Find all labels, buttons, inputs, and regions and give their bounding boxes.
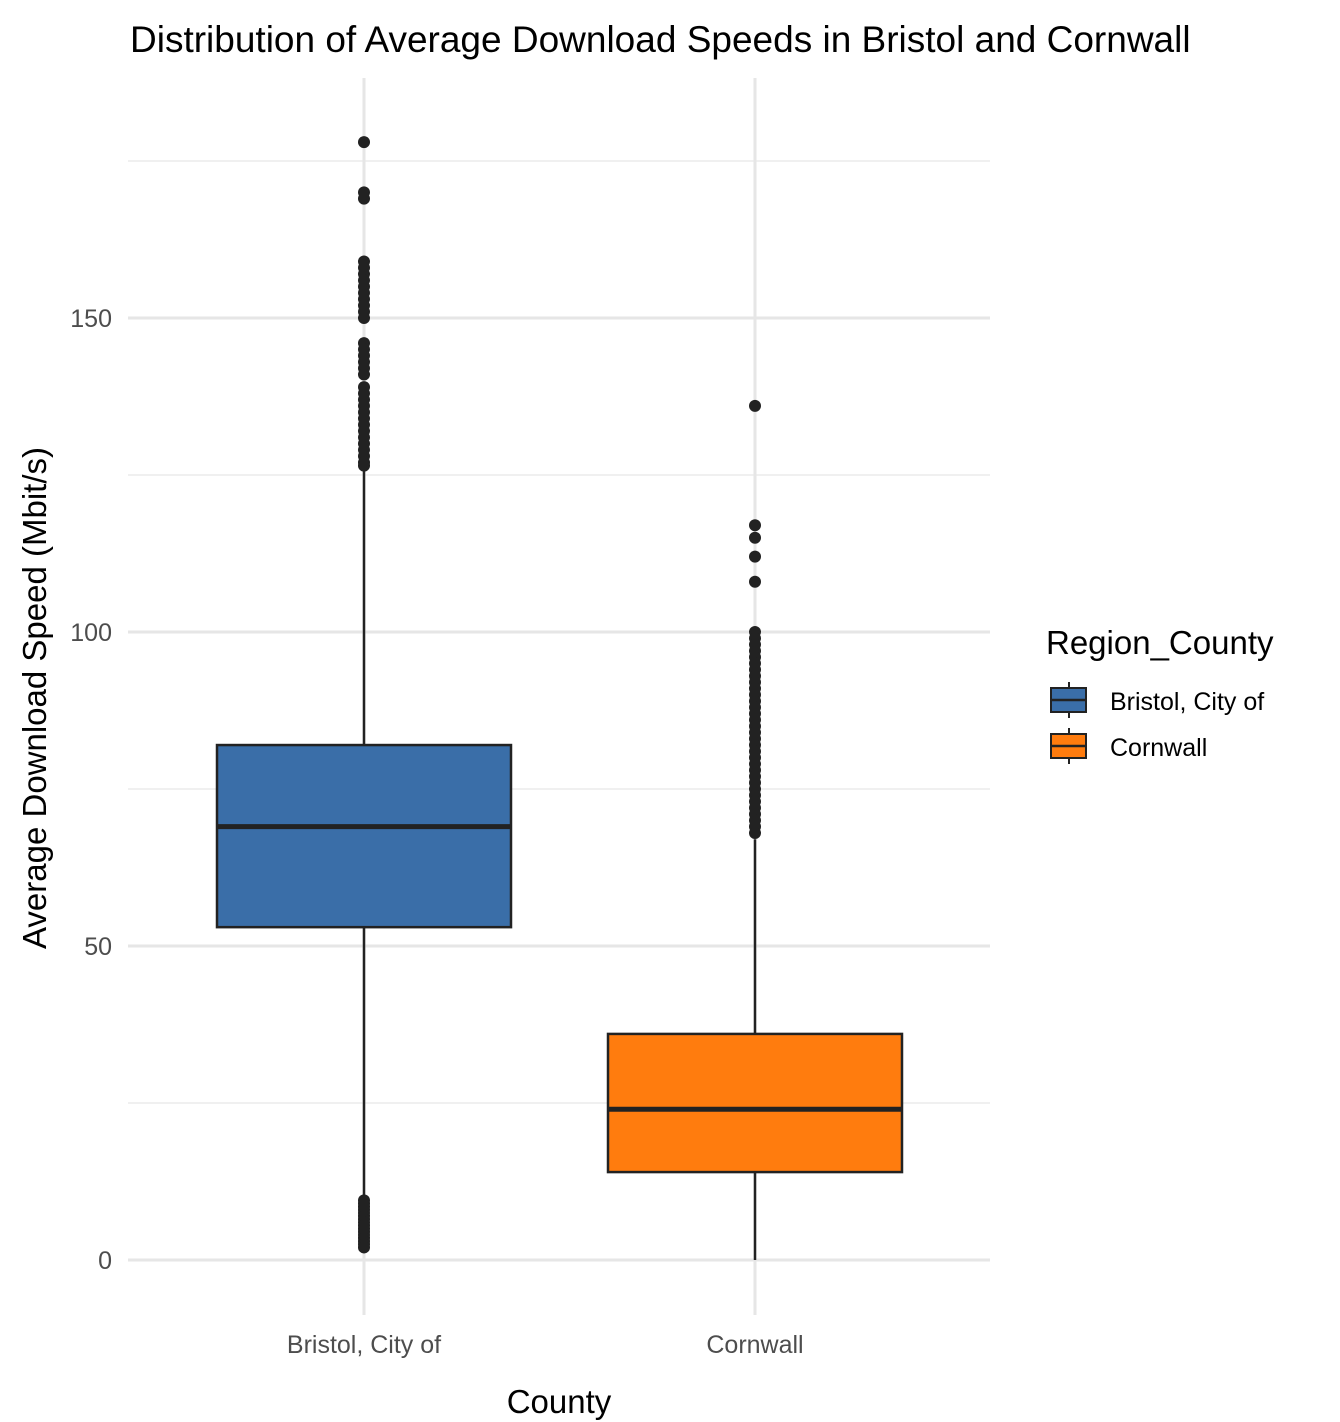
x-tick-label: Cornwall: [706, 1331, 803, 1359]
legend-label: Cornwall: [1110, 734, 1207, 762]
y-tick-label: 50: [84, 933, 112, 961]
legend-item: Cornwall: [1050, 728, 1207, 764]
chart-title: Distribution of Average Download Speeds …: [130, 19, 1191, 60]
legend-keys: Bristol, City of Cornwall: [1050, 682, 1264, 764]
outlier-point: [749, 550, 761, 563]
legend-item: Bristol, City of: [1050, 682, 1264, 718]
outlier-point: [358, 136, 370, 149]
box-group: [215, 136, 513, 1254]
outlier-point: [358, 459, 370, 472]
legend: Region_County Bristol, City of Cornwall: [1046, 624, 1274, 764]
y-tick-label: 100: [70, 619, 112, 647]
outlier-point: [749, 575, 761, 588]
box: [606, 1032, 904, 1174]
outlier-point: [358, 368, 370, 381]
x-axis-title: County: [507, 1383, 612, 1420]
box: [215, 743, 513, 929]
outlier-point: [749, 826, 761, 839]
box-layer: [215, 136, 904, 1260]
outlier-point: [358, 312, 370, 324]
outlier-point: [358, 1241, 370, 1254]
y-tick-label: 0: [98, 1247, 112, 1275]
outlier-point: [358, 192, 370, 205]
tick-labels: 0 50 100 150 Bristol, City of Cornwall: [70, 305, 803, 1359]
legend-title: Region_County: [1046, 624, 1274, 661]
outlier-point: [749, 531, 761, 544]
box-group: [606, 399, 904, 1260]
y-axis-title: Average Download Speed (Mbit/s): [16, 447, 53, 949]
legend-label: Bristol, City of: [1110, 688, 1264, 716]
x-tick-label: Bristol, City of: [287, 1331, 441, 1359]
outlier-point: [749, 399, 761, 412]
y-tick-label: 150: [70, 305, 112, 333]
outlier-point: [749, 519, 761, 532]
